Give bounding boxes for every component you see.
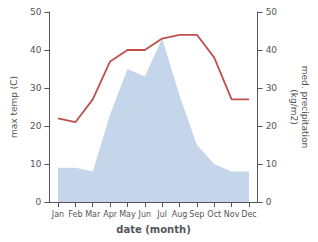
svg-text:Dec: Dec bbox=[241, 210, 256, 219]
svg-text:Jun: Jun bbox=[138, 210, 152, 219]
svg-text:10: 10 bbox=[30, 159, 42, 169]
svg-text:Jan: Jan bbox=[51, 210, 64, 219]
svg-text:10: 10 bbox=[266, 159, 278, 169]
svg-text:Oct: Oct bbox=[207, 210, 221, 219]
svg-text:40: 40 bbox=[266, 45, 278, 55]
svg-text:(kg/m2): (kg/m2) bbox=[289, 89, 299, 124]
svg-text:30: 30 bbox=[266, 83, 278, 93]
svg-text:date (month): date (month) bbox=[116, 224, 190, 235]
svg-text:Apr: Apr bbox=[103, 210, 118, 219]
svg-text:50: 50 bbox=[30, 7, 42, 17]
svg-text:Feb: Feb bbox=[68, 210, 82, 219]
svg-text:50: 50 bbox=[266, 7, 278, 17]
svg-text:20: 20 bbox=[30, 121, 42, 131]
svg-text:May: May bbox=[119, 210, 136, 219]
svg-text:Mar: Mar bbox=[85, 210, 101, 219]
svg-text:40: 40 bbox=[30, 45, 42, 55]
svg-text:20: 20 bbox=[266, 121, 278, 131]
svg-text:max temp (C): max temp (C) bbox=[9, 76, 19, 138]
svg-text:0: 0 bbox=[266, 197, 272, 207]
svg-text:med. precipitation: med. precipitation bbox=[300, 66, 310, 148]
svg-text:0: 0 bbox=[36, 197, 42, 207]
svg-text:Aug: Aug bbox=[172, 210, 188, 219]
svg-text:Nov: Nov bbox=[224, 210, 240, 219]
svg-text:Jul: Jul bbox=[156, 210, 167, 219]
svg-text:30: 30 bbox=[30, 83, 42, 93]
svg-text:Sep: Sep bbox=[189, 210, 204, 219]
